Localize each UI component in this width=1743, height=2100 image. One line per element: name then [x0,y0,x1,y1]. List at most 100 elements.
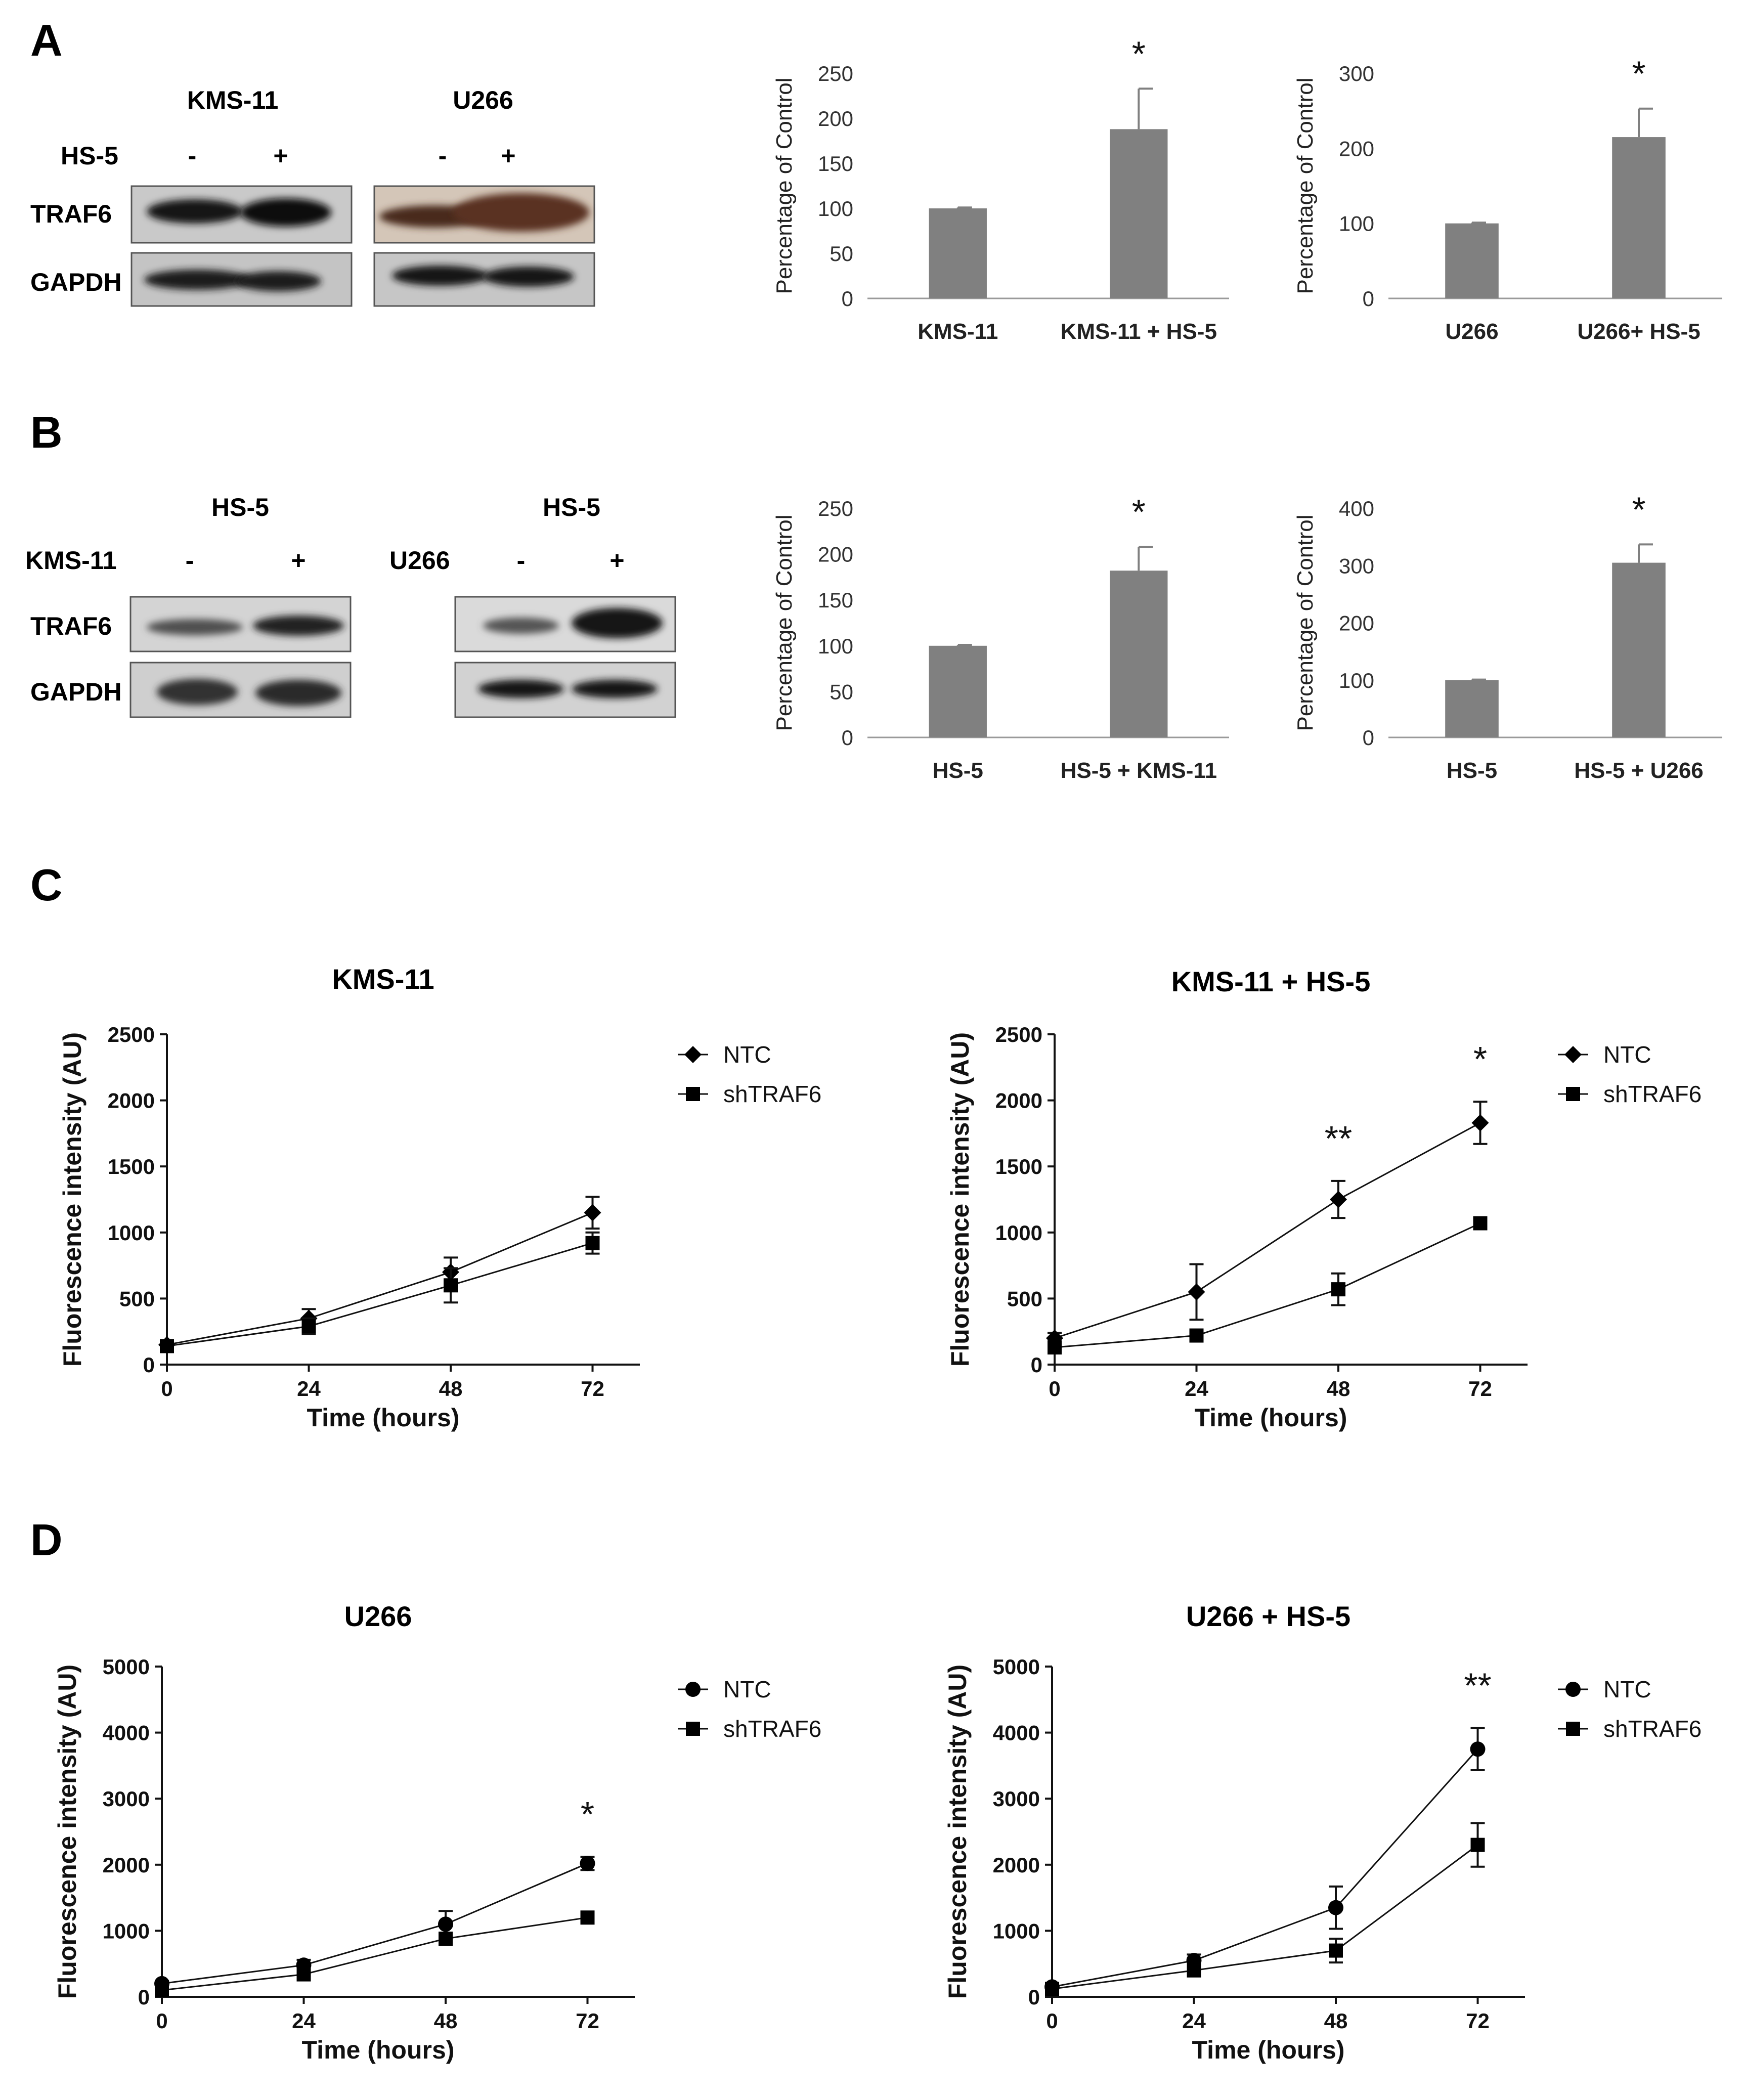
y-tick-label: 2500 [995,1023,1042,1046]
blot-b-row-label-traf6: TRAF6 [30,612,112,640]
y-tick-label: 0 [138,1985,150,2009]
blot-a-row-label-gapdh: GAPDH [30,268,122,296]
y-tick-label: 500 [119,1287,155,1310]
blot-a-row-label-traf6: TRAF6 [30,200,112,228]
bar-chart-b-u266: 0 100 200 300 400 Percentage of Control HS-5 HS… [1293,490,1722,783]
x-tick-label: 0 [161,1377,172,1401]
legend-label: NTC [723,1676,771,1702]
significance-marker: * [1473,1039,1487,1079]
data-point-shtraf6 [1048,1340,1062,1355]
data-point-ntc [1471,1114,1489,1132]
bar-treated [1110,129,1168,299]
bar-y-tick-label: 200 [1339,137,1374,160]
chart-title: U266 [344,1600,412,1632]
series-line-shtraf6 [1054,1222,1481,1348]
blot-a-u266-traf6-band-plus [453,193,589,232]
y-tick-label: 1000 [108,1221,155,1245]
bar-y-tick-label: 100 [1339,212,1374,236]
blot-a-kms11-traf6-band-minus [147,199,243,224]
x-axis-title: Time (hours) [302,2036,455,2064]
blot-a-kms11-gapdh-band-plus [235,271,321,291]
data-point-shtraf6 [301,1319,316,1334]
bar-y-tick-label: 300 [1339,62,1374,85]
x-tick-label: 48 [1324,2009,1348,2033]
blot-b-lane-kms11-plus: + [291,546,306,575]
bar-control [929,645,987,737]
significance-marker: ** [1464,1666,1491,1705]
y-tick-label: 2000 [993,1853,1040,1877]
bar-chart-a-u266: 0 100 200 300 Percentage of Control U266 U266+… [1293,54,1722,344]
series-line-shtraf6 [166,1242,593,1347]
y-tick-label: 2000 [995,1089,1042,1113]
y-tick-label: 4000 [993,1721,1040,1745]
blot-b-kms11-traf6-band-plus [253,616,344,636]
y-tick-label: 0 [143,1353,155,1377]
y-tick-label: 2500 [108,1023,155,1046]
bar-category-label: U266+ HS-5 [1577,319,1700,344]
data-point-shtraf6 [585,1236,600,1250]
significance-marker: * [1132,492,1146,532]
x-tick-label: 24 [292,2009,316,2033]
bar-y-tick-label: 250 [818,497,853,520]
blot-b-lane-kms11-minus: - [186,546,194,575]
data-point-ntc [1470,1741,1486,1757]
data-point-shtraf6 [1045,1982,1059,1996]
bar-y-tick-label: 200 [1339,611,1374,635]
data-point-ntc [1188,1283,1205,1301]
bar-y-tick-label: 100 [1339,669,1374,692]
data-point-ntc [584,1204,601,1221]
data-point-shtraf6 [1331,1282,1345,1297]
y-tick-label: 1500 [995,1155,1042,1178]
bar-y-tick-label: 100 [818,634,853,658]
legend-marker [1566,1087,1580,1101]
x-tick-label: 24 [1185,1377,1208,1401]
bar-treated [1612,137,1666,298]
bar-y-tick-label: 400 [1339,497,1374,520]
chart-title: U266 + HS-5 [1186,1600,1350,1632]
data-point-shtraf6 [1187,1963,1201,1978]
y-axis-title: Fluorescence intensity (AU) [946,1032,974,1367]
legend-marker [686,1722,700,1736]
blot-a-group-title-u266: U266 [453,86,513,114]
data-point-ntc [438,1916,453,1932]
bar-y-tick-label: 250 [818,62,853,85]
bar-category-label: HS-5 [933,758,983,783]
bar-y-tick-label: 0 [842,287,853,311]
y-tick-label: 3000 [993,1787,1040,1811]
x-tick-label: 72 [576,2009,599,2033]
bar-y-tick-label: 50 [830,242,853,266]
blot-b-u266-gapdh-band-plus [572,680,658,698]
blot-b-lane-u266-minus: - [517,546,526,575]
line-chart-d-u266-hs5: U266 + HS-5 0 1000 2000 3000 4000 5000 0 24 48 72 T… [943,1600,1702,2064]
legend-label: shTRAF6 [723,1716,821,1742]
y-tick-label: 5000 [103,1655,150,1679]
data-point-shtraf6 [155,1983,169,1997]
blot-a-group-title-kms11: KMS-11 [187,86,279,114]
x-tick-label: 72 [581,1377,604,1401]
bar-chart-b-kms11: 0 50 100 150 200 250 Percentage of Control HS-5… [772,492,1229,783]
panel-letter-c: C [30,860,63,910]
data-point-shtraf6 [1329,1943,1343,1958]
chart-title: KMS-11 + HS-5 [1171,966,1371,997]
bar-category-label: HS-5 + U266 [1574,758,1704,783]
line-chart-c-kms11-hs5: KMS-11 + HS-5 0 500 1000 1500 2000 2500 0 24 48 72… [946,966,1702,1432]
blot-a-row-label-hs5: HS-5 [61,142,118,170]
x-tick-label: 48 [434,2009,458,2033]
series-line-shtraf6 [161,1916,588,1991]
bar-y-axis-title: Percentage of Control [772,77,797,294]
legend-marker [685,1682,701,1697]
y-axis-title: Fluorescence intensity (AU) [53,1665,81,1999]
blot-b-u266-traf6-band-minus [483,618,559,634]
x-tick-label: 24 [297,1377,321,1401]
panel-letter-d: D [30,1515,63,1565]
bar-y-tick-label: 0 [1363,726,1374,750]
x-tick-label: 72 [1468,1377,1492,1401]
significance-marker: * [1632,490,1645,529]
bar-category-label: HS-5 [1447,758,1497,783]
bar-treated [1612,562,1666,737]
data-point-shtraf6 [1470,1838,1485,1852]
y-tick-label: 5000 [993,1655,1040,1679]
legend-label: NTC [1603,1676,1651,1702]
blot-b-u266-gapdh-band-minus [478,680,564,698]
bar-category-label: KMS-11 [918,319,998,344]
